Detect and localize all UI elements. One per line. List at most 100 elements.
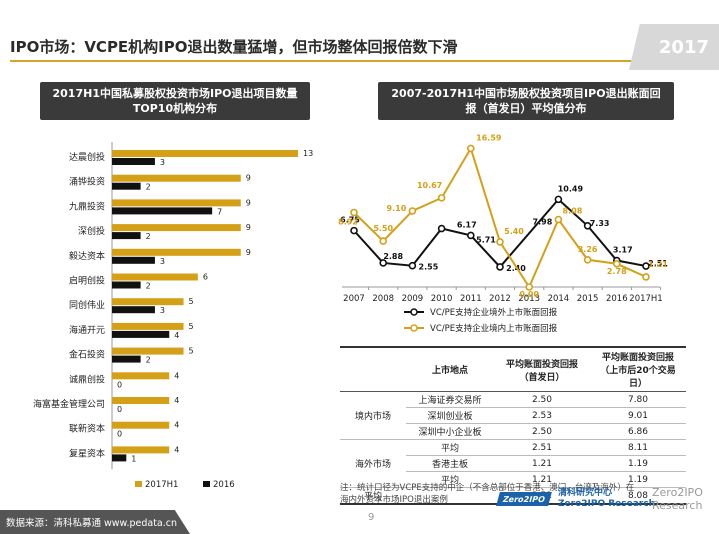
line-point	[583, 221, 592, 230]
bar-2016-label: 4	[174, 331, 179, 340]
table-cell: 1.21	[494, 471, 590, 488]
bar-category-label: 涌铧投资	[69, 176, 105, 188]
table-cell: 深圳中小企业板	[406, 423, 494, 440]
bar-2016-label: 2	[146, 232, 151, 241]
table-cell	[406, 487, 494, 505]
title-underline	[10, 60, 710, 62]
line-data-label: 10.67	[417, 181, 442, 190]
bar-category-label: 达晨创投	[69, 151, 105, 163]
line-data-label: 7.33	[590, 219, 610, 228]
qingke-logo: 清科研究中心 Zero2IPO Research	[558, 488, 655, 510]
bar-2016-label: 0	[117, 405, 122, 414]
table-cell: 2.50	[494, 423, 590, 440]
legend-label: VC/PE支持企业境外上市账面回报	[430, 307, 558, 318]
table-cell: 1.19	[590, 455, 686, 472]
line-data-label: 5.50	[373, 224, 393, 233]
bar-2016	[112, 355, 141, 363]
bar-category-label: 毅达资本	[69, 250, 105, 262]
line-point	[496, 238, 504, 246]
line-point	[496, 263, 504, 271]
table-cell: 1.19	[590, 471, 686, 488]
bar-2017h1-label: 9	[246, 198, 251, 207]
line-point	[408, 261, 417, 270]
bar-2016	[112, 454, 127, 462]
returns-table: 上市地点 平均账面投资回报（首发日） 平均账面投资回报（上市后20个交易日） 境内市场…	[340, 346, 686, 505]
bar-category-label: 同创伟业	[69, 299, 105, 311]
line-data-label: 2.88	[383, 252, 403, 261]
bar-2017h1-label: 9	[246, 223, 251, 232]
table-cell: 7.80	[590, 391, 686, 408]
bar-2017h1	[112, 372, 170, 380]
bar-2017h1	[112, 421, 170, 429]
source-footer: 数据来源：清科私募通 www.pedata.cn	[0, 510, 190, 534]
table-cell: 2.50	[494, 391, 590, 408]
line-point	[437, 224, 446, 233]
table-cell: 上海证券交易所	[406, 391, 494, 408]
line-data-label: 6.75	[340, 216, 360, 225]
table-row: 海外市场 平均 2.51 8.11	[340, 439, 686, 488]
legend-swatch-2017h1	[135, 481, 142, 487]
legend-label: VC/PE支持企业境内上市账面回报	[430, 323, 558, 334]
bar-chart-title: 2017H1中国私募股权投资市场IPO退出项目数量TOP10机构分布	[40, 82, 310, 120]
bar-2017h1	[112, 273, 198, 281]
line-point	[642, 262, 650, 270]
bar-2017h1-label: 4	[174, 396, 179, 405]
bar-2017h1	[112, 446, 170, 454]
footnote: 注：统计口径为VCPE支持的中企（不含总部位于香港、澳门、台湾及海外）在海内外资…	[340, 483, 635, 505]
line-x-tick-label: 2008	[372, 294, 394, 304]
line-data-label: 5.40	[504, 227, 524, 236]
legend-label-2016: 2016	[213, 480, 235, 490]
line-data-label: 6.17	[457, 220, 477, 229]
bar-2017h1	[112, 150, 298, 157]
line-point	[467, 231, 475, 240]
line-point	[554, 215, 563, 224]
line-data-label: 1.21	[648, 260, 668, 269]
line-x-tick-label: 2011	[460, 294, 482, 304]
line-data-label: 8.92	[338, 217, 358, 226]
bar-2017h1-label: 9	[246, 174, 251, 183]
line-x-tick-label: 2009	[402, 294, 424, 304]
table-cell: 深圳创业板	[406, 407, 494, 424]
line-point	[642, 273, 650, 281]
line-point	[554, 195, 563, 204]
bar-2017h1	[112, 322, 184, 330]
line-point	[612, 259, 621, 268]
logo-right-2: Research	[652, 499, 703, 512]
line-data-label: 2.78	[607, 267, 627, 276]
bar-category-label: 海通开元	[69, 324, 105, 336]
year-badge: 2017	[629, 24, 719, 70]
bar-2016	[112, 232, 141, 240]
qingke-logo-cn: 清科研究中心	[558, 488, 613, 498]
bar-2016	[112, 330, 170, 338]
legend-marker	[410, 308, 418, 316]
bar-category-label: 联新资本	[69, 423, 105, 435]
line-data-label: 16.59	[476, 133, 502, 142]
line-point	[467, 144, 475, 153]
line-x-tick-label: 2010	[431, 294, 453, 304]
table-cell: 1.21	[494, 455, 590, 472]
line-x-tick-label: 2014	[548, 294, 570, 304]
line-x-tick-label: 2013	[518, 294, 540, 304]
bar-2017h1	[112, 224, 241, 232]
returns-table-wrap: 上市地点 平均账面投资回报（首发日） 平均账面投资回报（上市后20个交易日） 境内市场…	[340, 346, 686, 505]
bar-2017h1-label: 4	[174, 371, 179, 380]
bar-2016-label: 2	[146, 282, 151, 291]
table-header-cell: 平均账面投资回报（上市后20个交易日）	[590, 346, 686, 392]
line-data-label: 2.55	[419, 263, 439, 272]
bar-category-label: 诚鼎创投	[69, 373, 105, 385]
bar-2016	[112, 256, 155, 264]
bar-2016-label: 0	[117, 380, 122, 389]
line-data-label: 8.08	[563, 207, 583, 216]
line-point	[437, 194, 446, 202]
bar-2017h1	[112, 199, 241, 207]
bar-2016-label: 1	[131, 454, 136, 463]
bar-2016-label: 2	[146, 183, 151, 192]
line-series-overseas	[353, 197, 647, 269]
legend-swatch-2016	[203, 481, 210, 487]
bar-2017h1-label: 4	[174, 445, 179, 454]
table-cell: 9.01	[590, 407, 686, 424]
bar-2017h1-label: 13	[303, 149, 313, 158]
bar-2017h1-label: 5	[189, 297, 194, 306]
bar-2016-label: 0	[117, 430, 122, 439]
bar-2016-label: 7	[217, 207, 222, 216]
